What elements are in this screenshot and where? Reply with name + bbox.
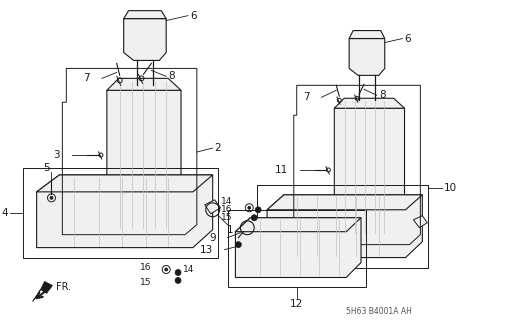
Text: FR.: FR.	[57, 283, 72, 292]
Text: 16: 16	[140, 263, 151, 272]
Polygon shape	[349, 38, 385, 76]
Text: 6: 6	[190, 11, 197, 20]
Polygon shape	[235, 218, 361, 232]
Circle shape	[235, 242, 242, 248]
Text: 6: 6	[404, 34, 411, 44]
Text: 12: 12	[290, 300, 303, 309]
Polygon shape	[124, 11, 166, 19]
Polygon shape	[414, 216, 427, 228]
Text: 10: 10	[444, 183, 457, 193]
Text: 11: 11	[274, 165, 288, 175]
Text: 15: 15	[221, 213, 232, 222]
Polygon shape	[349, 31, 385, 38]
Text: 9: 9	[209, 233, 216, 243]
Text: 7: 7	[303, 92, 310, 102]
Polygon shape	[205, 200, 220, 214]
Text: 5: 5	[43, 163, 50, 173]
Text: 14: 14	[183, 265, 194, 274]
Polygon shape	[92, 90, 181, 230]
Circle shape	[248, 206, 251, 209]
Polygon shape	[37, 175, 213, 248]
Text: 16: 16	[221, 205, 232, 214]
Text: 4: 4	[2, 208, 8, 218]
Polygon shape	[334, 98, 404, 108]
Text: 7: 7	[83, 73, 90, 83]
Polygon shape	[321, 108, 404, 235]
Text: 13: 13	[199, 244, 213, 255]
Circle shape	[175, 269, 181, 276]
Polygon shape	[124, 19, 166, 60]
Polygon shape	[37, 175, 213, 192]
Polygon shape	[107, 78, 181, 90]
Circle shape	[165, 268, 168, 271]
Text: 1: 1	[227, 225, 233, 235]
Text: 5H63 B4001A AH: 5H63 B4001A AH	[346, 307, 412, 316]
Text: 8: 8	[379, 90, 385, 100]
Polygon shape	[267, 195, 422, 210]
Circle shape	[251, 215, 257, 221]
Polygon shape	[267, 195, 422, 258]
Circle shape	[50, 196, 53, 199]
Text: 14: 14	[221, 197, 232, 206]
Polygon shape	[235, 218, 361, 277]
Circle shape	[175, 277, 181, 284]
Text: 8: 8	[168, 71, 175, 81]
Text: 15: 15	[140, 278, 151, 287]
Polygon shape	[32, 282, 53, 301]
Text: 2: 2	[215, 143, 221, 153]
Circle shape	[255, 207, 261, 213]
Text: 3: 3	[53, 150, 59, 160]
